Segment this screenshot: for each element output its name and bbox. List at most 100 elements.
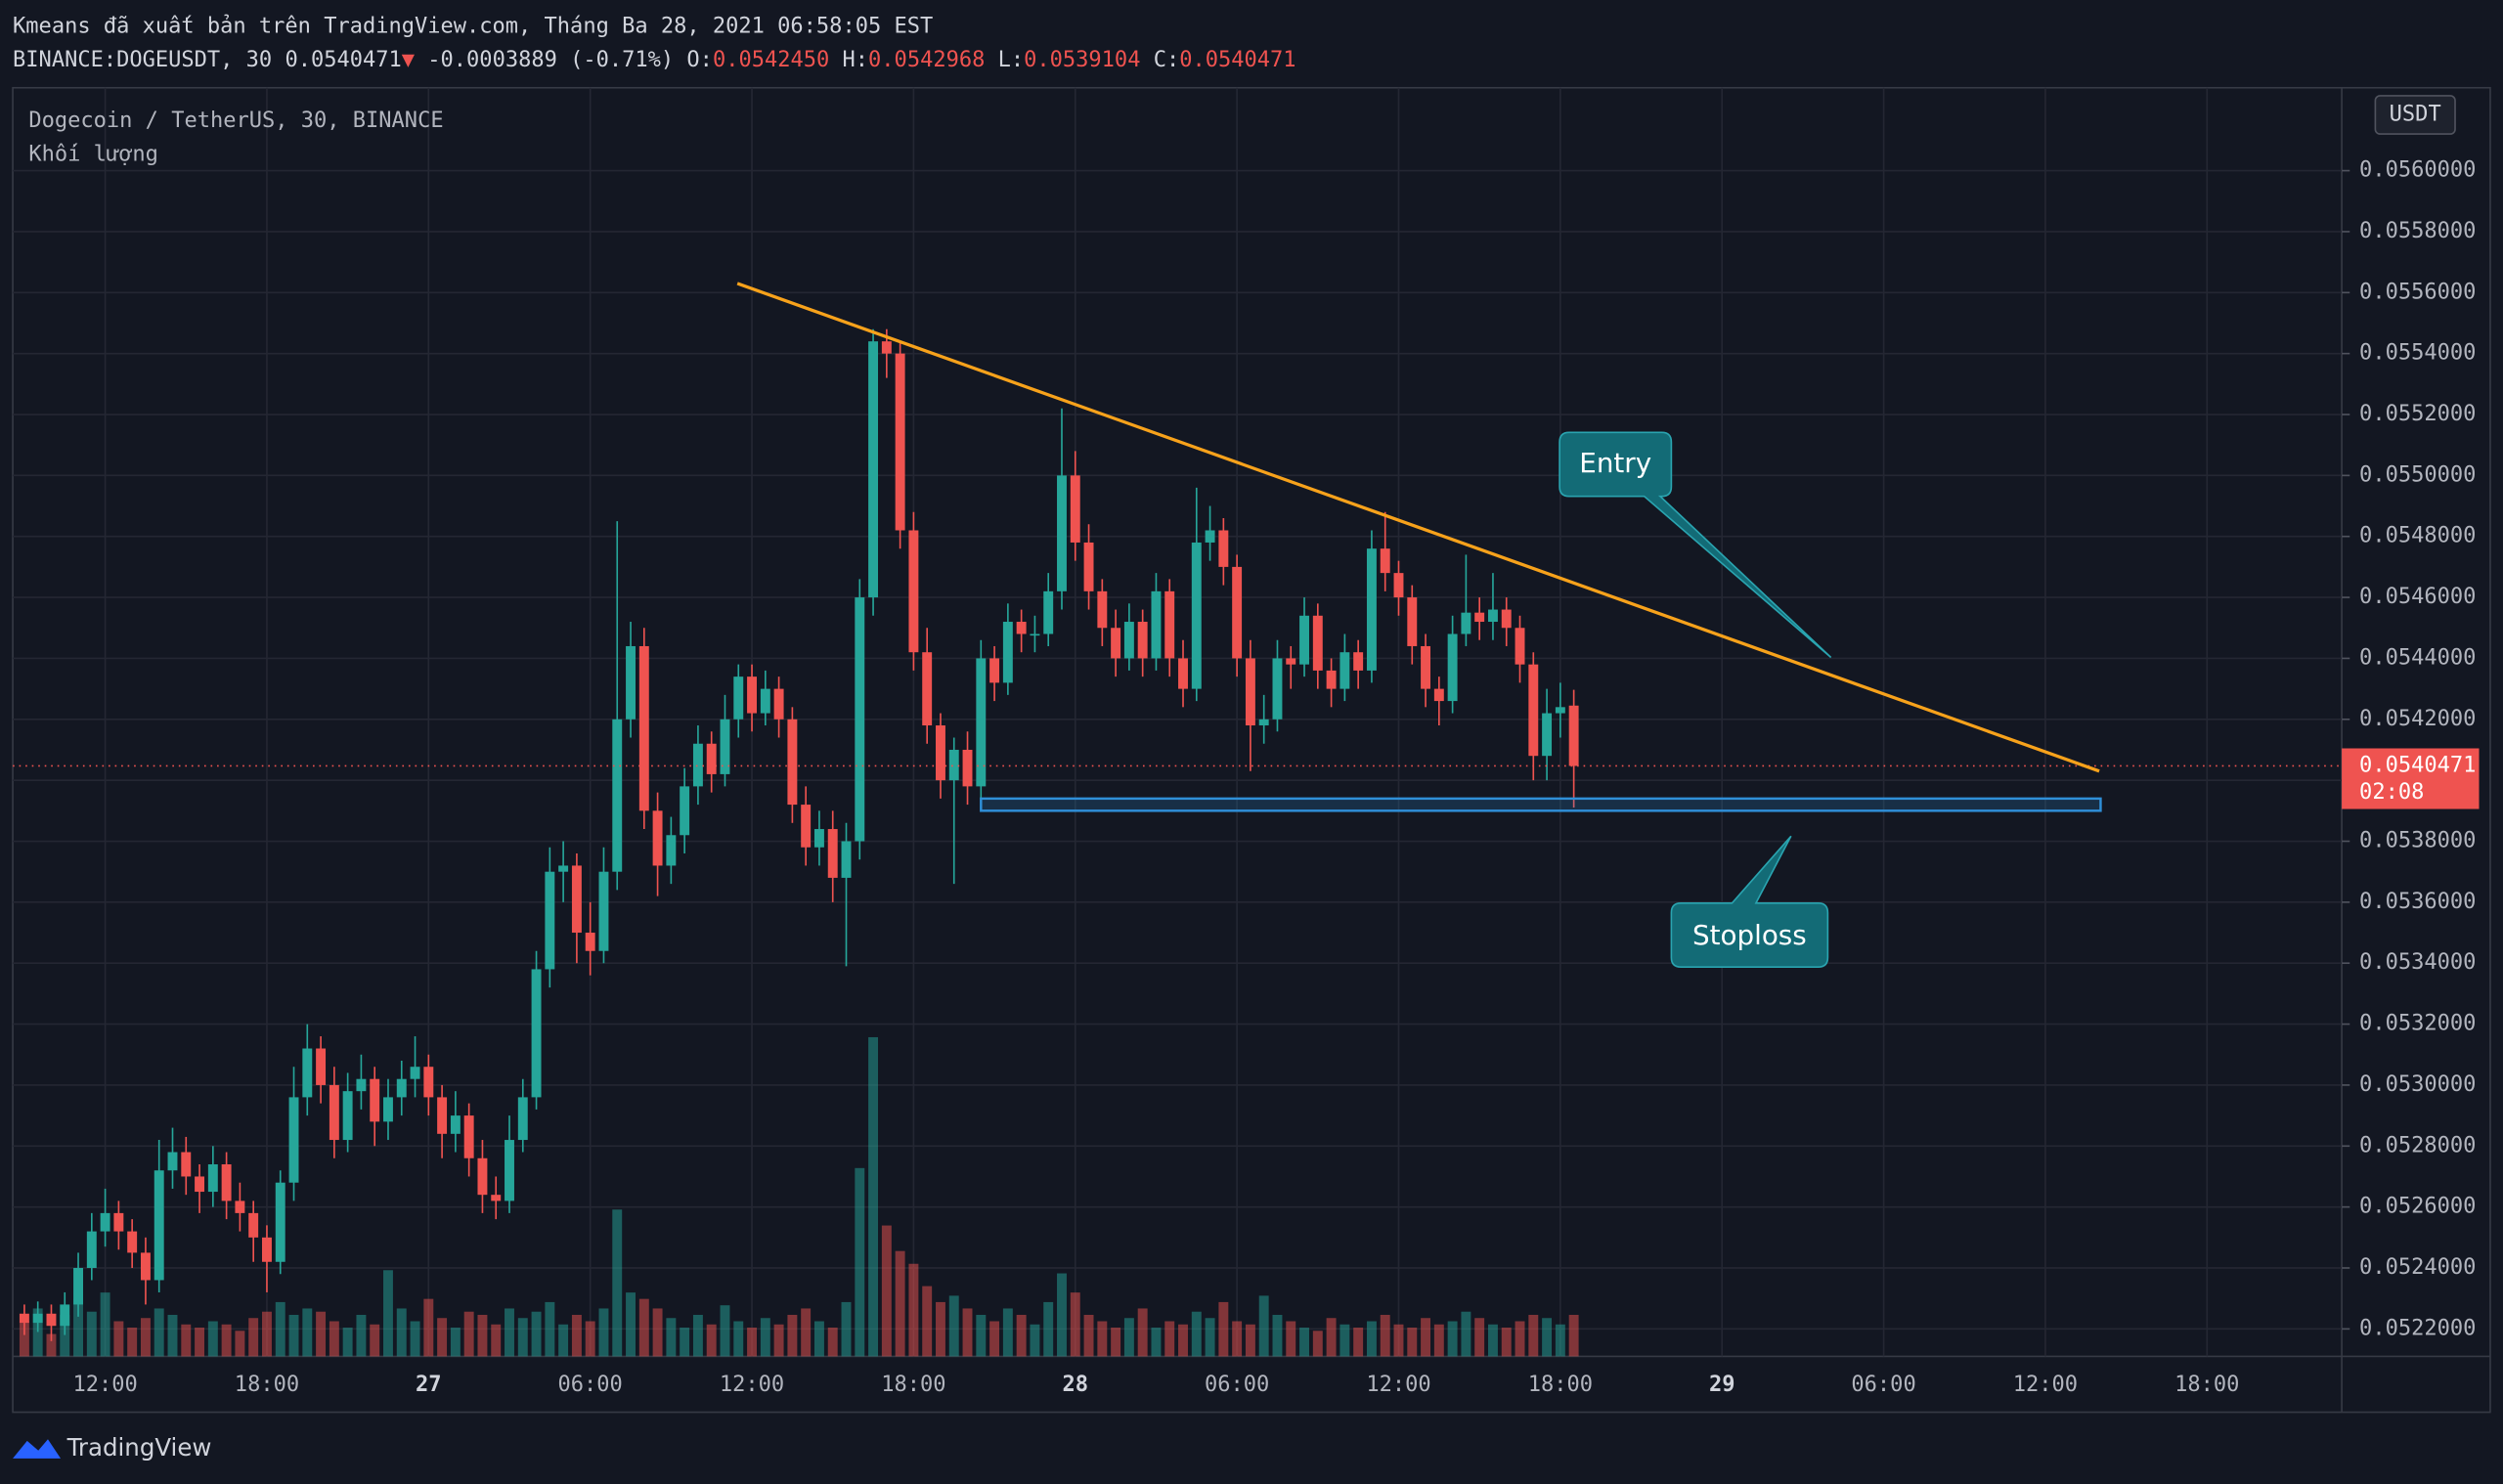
candle-body [60, 1304, 70, 1327]
candle-body [1111, 628, 1121, 659]
candle-body [773, 688, 784, 720]
header-title: Kmeans đã xuất bản trên TradingView.com,… [13, 15, 933, 39]
candle-body [100, 1212, 110, 1232]
candle-body [760, 688, 770, 714]
candle-body [1407, 597, 1418, 646]
candle-body [1178, 658, 1188, 689]
candle-body [113, 1212, 124, 1232]
volume-bar [1191, 1311, 1202, 1357]
volume-bar [881, 1225, 892, 1357]
volume-bar [1487, 1324, 1498, 1357]
volume-bar [140, 1318, 151, 1357]
volume-bar [423, 1298, 434, 1357]
candle-body [288, 1097, 299, 1183]
candle-body [302, 1048, 313, 1098]
volume-bar [1178, 1324, 1188, 1357]
candle-body [1433, 688, 1444, 702]
grid: 0.0522000 0.0524000 0.0526000 0.0528000 0.05… [13, 87, 2476, 1397]
candle-body [976, 658, 987, 787]
header-arrow: ▼ [402, 48, 416, 72]
volume-bar [692, 1314, 703, 1357]
candle-body [1447, 633, 1458, 702]
candle-body [342, 1091, 353, 1141]
candle-body [410, 1067, 420, 1079]
x-tick-label: 29 [1709, 1373, 1735, 1397]
y-tick-label: 0.0554000 [2359, 341, 2476, 366]
volume-bar [936, 1301, 945, 1357]
volume-bar [895, 1250, 905, 1357]
candle-body [46, 1313, 57, 1327]
y-tick-label: 0.0542000 [2359, 707, 2476, 731]
volume-bar [1568, 1314, 1579, 1357]
volume-bar [167, 1314, 178, 1357]
volume-bar [855, 1167, 865, 1357]
candle-body [1097, 590, 1108, 629]
volume-bar [316, 1311, 327, 1357]
volume-bar [1339, 1324, 1350, 1357]
y-tick-label: 0.0534000 [2359, 950, 2476, 975]
candle-body [989, 658, 1000, 683]
y-tick-label: 0.0530000 [2359, 1072, 2476, 1097]
candle-body [1515, 628, 1525, 665]
volume-bar [1433, 1324, 1444, 1357]
volume-bar [1366, 1321, 1377, 1357]
candle-body [598, 871, 609, 951]
volume-bar [1528, 1314, 1539, 1357]
volume-bar [1016, 1314, 1027, 1357]
last-price-box [2342, 748, 2480, 809]
volume-bar [1501, 1328, 1512, 1357]
y-tick-label: 0.0556000 [2359, 280, 2476, 304]
volume-bar [410, 1321, 420, 1357]
volume-bar [1407, 1328, 1418, 1357]
ohlc-value: 0.0542968 [868, 48, 985, 72]
currency-badge[interactable] [2374, 95, 2456, 135]
volume-bar [235, 1331, 245, 1357]
candle-body [571, 865, 582, 934]
countdown: 02:08 [2359, 780, 2424, 805]
volume-bar [477, 1314, 488, 1357]
volume-bar [1151, 1328, 1162, 1357]
volume-bar [1447, 1321, 1458, 1357]
ohlc-value: 0.0540471 [1179, 48, 1295, 72]
candle-body [195, 1176, 205, 1193]
volume-bar [827, 1328, 838, 1357]
volume-bar [248, 1318, 259, 1357]
candle-body [720, 719, 730, 774]
volume-bar [1515, 1321, 1525, 1357]
volume-bar [1258, 1295, 1269, 1357]
volume-bar [531, 1311, 542, 1357]
candle-body [127, 1231, 138, 1253]
volume-bar [370, 1324, 380, 1357]
volume-bar [288, 1314, 299, 1357]
candle-body [1421, 645, 1431, 689]
volume-bar [626, 1292, 636, 1357]
volume-bar [195, 1328, 205, 1357]
candle-body [1123, 622, 1134, 659]
candle-body [1461, 612, 1471, 634]
candle-body [1218, 530, 1229, 567]
y-tick-label: 0.0552000 [2359, 402, 2476, 426]
volume-bar [1002, 1308, 1013, 1357]
candle-body [612, 719, 623, 872]
candle-body [1205, 530, 1215, 543]
candle-body [908, 530, 919, 653]
candle-body [638, 645, 649, 811]
candle-body [1487, 609, 1498, 623]
volume-bar [760, 1318, 770, 1357]
volume-bar [1111, 1328, 1121, 1357]
volume-bar [127, 1328, 138, 1357]
volume-bar [1097, 1321, 1108, 1357]
candle-body [19, 1313, 29, 1324]
volume-bar [329, 1321, 339, 1357]
candle-body [1286, 658, 1296, 665]
candle-body [680, 786, 690, 836]
candle-body [1043, 590, 1054, 634]
candle-body [733, 677, 744, 720]
candle-body [827, 829, 838, 878]
volume-bar [154, 1308, 164, 1357]
x-tick-label: 28 [1063, 1373, 1089, 1397]
candle-body [463, 1115, 474, 1158]
x-tick-label: 18:00 [235, 1373, 299, 1397]
stoploss-zone [980, 797, 2102, 812]
volume-label: Khối lượng [28, 142, 158, 166]
